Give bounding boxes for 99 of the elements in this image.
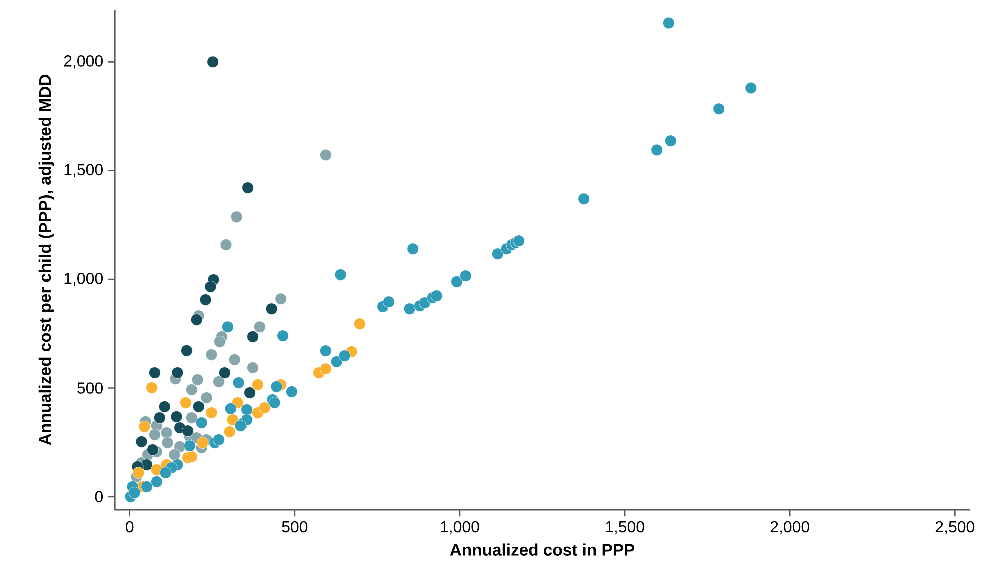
point [270,381,283,393]
point [651,144,663,156]
point [451,276,463,288]
point [206,349,218,361]
point [200,392,213,404]
point [232,377,245,389]
point [383,296,395,308]
point [214,336,226,348]
point [136,436,148,448]
point [713,103,726,116]
point [277,330,289,342]
point [226,414,239,426]
point [146,382,158,394]
point [286,386,298,398]
y-tick-label: 1,500 [64,164,104,178]
point [138,421,151,433]
point [141,481,153,493]
point [460,270,472,282]
x-tick-label: 500 [282,521,308,533]
point [244,387,256,399]
point [190,314,203,326]
y-tick-label: 1,000 [64,272,104,286]
x-axis-title: Annualized cost in PPP [450,544,635,556]
point [160,427,173,439]
point [162,437,174,449]
point [224,426,236,438]
point [168,449,181,461]
point [154,412,166,424]
point [204,281,217,293]
point [180,397,192,409]
point [268,397,281,409]
point [266,303,278,316]
point [150,476,163,488]
x-tick-label: 2,000 [770,521,810,535]
point [241,404,253,416]
point [182,425,194,438]
point [132,467,145,479]
point [206,407,218,419]
point [430,290,443,302]
point [128,487,141,499]
point [664,135,677,148]
point [213,376,225,388]
point [200,294,212,306]
x-tick-label: 2,500 [936,521,975,535]
point [275,293,287,306]
point [247,362,259,374]
point [184,440,196,452]
point [492,248,504,260]
point [407,243,420,256]
x-tick-label: 0 [126,521,134,533]
point [192,374,204,386]
y-tick-label: 500 [78,382,104,394]
point [149,367,161,379]
point [338,350,351,362]
point [745,82,758,94]
y-tick-label: 2,000 [64,56,104,69]
point [147,444,159,456]
point [354,318,366,330]
point [330,356,343,368]
point [218,367,231,379]
point [181,344,193,357]
point [419,297,431,309]
point [186,451,198,463]
y-tick-label: 0 [95,491,104,503]
point [320,345,332,358]
point [220,239,232,251]
point [228,354,241,366]
point [513,235,525,248]
point [663,17,675,30]
point [254,321,266,334]
x-tick-label: 1,500 [606,521,644,535]
point [234,420,247,432]
point [334,269,347,281]
point [170,411,183,423]
point [222,321,234,334]
point [207,56,219,68]
point [578,193,590,206]
point [242,182,254,194]
point [258,402,271,414]
point [192,401,205,413]
point [186,384,198,396]
point [186,412,198,424]
point [320,363,332,376]
point [160,467,172,479]
point [320,149,332,162]
point [196,417,208,429]
point [150,464,163,476]
point [158,401,171,413]
point [196,437,209,449]
y-axis-title: Annualized cost per child (PPP), adjusted MDD [38,75,54,446]
point [247,331,259,343]
point [172,367,184,379]
point [252,379,264,391]
point [224,402,237,415]
x-tick-label: 1,000 [441,521,480,535]
point [230,211,243,224]
point [149,429,161,441]
point [213,434,225,446]
point [404,303,416,316]
